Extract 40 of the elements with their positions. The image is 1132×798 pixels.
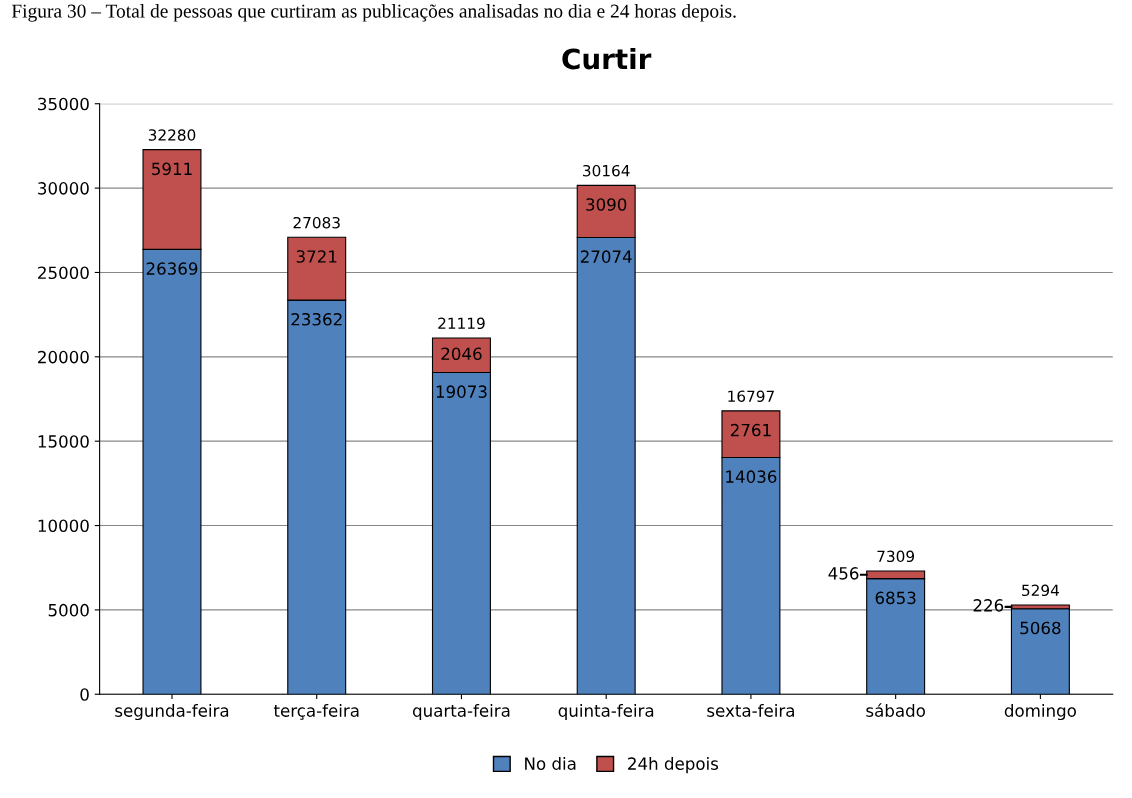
x-tick-label: sexta-feira — [707, 703, 794, 717]
data-label: 26369 — [146, 262, 198, 275]
y-tick-label: 15000 — [38, 435, 89, 448]
total-label: 16797 — [728, 390, 774, 402]
data-label: 226 — [973, 599, 1004, 612]
data-label: 2046 — [441, 347, 482, 361]
y-tick-label: 5000 — [48, 603, 89, 617]
data-label: 23362 — [291, 312, 342, 326]
x-tick-label: quarta-feira — [412, 703, 510, 721]
data-label: 2761 — [730, 423, 771, 437]
x-tick-label: sábado — [866, 703, 925, 717]
total-label: 27083 — [293, 216, 340, 229]
data-label: 14036 — [726, 470, 777, 483]
total-label: 5294 — [1022, 584, 1059, 597]
data-label: 27074 — [580, 250, 632, 263]
total-label: 7309 — [877, 550, 915, 563]
x-tick-label: terça-feira — [273, 703, 359, 720]
legend-label: No dia — [525, 757, 576, 770]
x-tick-label: domingo — [1004, 703, 1076, 721]
data-label: 3090 — [586, 198, 627, 211]
total-label: 32280 — [148, 129, 196, 141]
total-label: 21119 — [438, 317, 485, 330]
x-tick-label: quinta-feira — [558, 703, 654, 721]
chart-title: Curtir — [562, 47, 652, 70]
total-label: 30164 — [583, 164, 630, 177]
data-label: 6853 — [875, 591, 916, 605]
data-label: 5911 — [152, 162, 192, 176]
data-label: 19073 — [436, 385, 487, 398]
y-tick-label: 10000 — [38, 519, 89, 533]
data-label: 456 — [828, 567, 859, 580]
y-tick-label: 35000 — [38, 97, 89, 111]
data-label: 5068 — [1020, 621, 1061, 635]
y-tick-label: 25000 — [38, 266, 89, 280]
text: Figura 30 – Total de pessoas que curtiram as publicações analisadas no dia e 24 horas depois. — [11, 3, 736, 22]
y-tick-label: 20000 — [38, 350, 89, 364]
legend-label: 24h depois — [628, 757, 719, 774]
y-tick-label: 30000 — [38, 182, 89, 195]
x-tick-label: segunda-feira — [115, 703, 229, 721]
y-tick-label: 0 — [80, 688, 89, 701]
data-label: 3721 — [296, 250, 337, 263]
